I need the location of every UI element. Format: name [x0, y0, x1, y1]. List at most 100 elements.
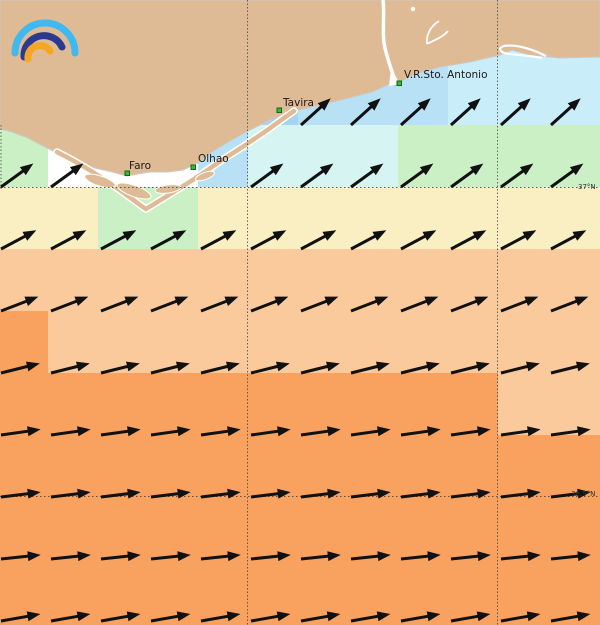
arrow-shaft	[300, 491, 331, 499]
wind-arrow	[450, 611, 491, 623]
arrow-head	[476, 611, 491, 622]
arrow-head	[222, 230, 237, 241]
arrow-head	[577, 426, 591, 437]
arrow-shaft	[250, 298, 280, 313]
arrow-shaft	[549, 103, 575, 127]
arrow-head	[27, 551, 41, 562]
grid-cell-orange_dark	[0, 373, 498, 435]
arrow-head	[322, 230, 337, 241]
arrow-head	[76, 611, 91, 622]
arrow-shaft	[0, 298, 30, 313]
arrow-shaft	[250, 233, 279, 251]
arrow-shaft	[200, 491, 231, 499]
arrow-shaft	[50, 298, 80, 313]
city-dot-faro[interactable]	[124, 170, 130, 176]
pond	[410, 6, 416, 12]
arrow-head	[227, 551, 241, 562]
logo-arc-icon	[20, 32, 66, 61]
arrow-shaft	[500, 168, 527, 189]
grid-cell-orange_dark	[0, 311, 48, 373]
arrow-shaft	[0, 168, 27, 189]
arrow-shaft	[150, 364, 181, 375]
arrow-head	[25, 361, 40, 372]
city-dot-olhao[interactable]	[190, 164, 196, 170]
wind-arrow	[0, 426, 41, 437]
arrow-shaft	[550, 614, 581, 623]
arrow-head	[226, 611, 241, 622]
arrow-head	[527, 551, 541, 562]
wind-arrow	[300, 488, 341, 499]
wind-arrow	[400, 551, 441, 562]
arrow-shaft	[200, 298, 230, 313]
arrow-shaft	[150, 554, 181, 561]
arrow-head	[24, 296, 39, 306]
arrow-shaft	[300, 614, 331, 623]
arrow-shaft	[400, 614, 431, 623]
wind-arrow	[550, 296, 589, 313]
arrow-head	[575, 361, 590, 372]
arrow-head	[527, 488, 541, 499]
arrow-head	[225, 361, 240, 372]
site-logo[interactable]	[11, 19, 79, 63]
wind-arrow	[350, 611, 391, 623]
city-label: Tavira	[282, 97, 314, 109]
city-dot-tavira[interactable]	[276, 107, 282, 113]
arrow-head	[127, 426, 141, 437]
city-dot-v-r-sto-antonio[interactable]	[396, 80, 402, 86]
arrow-head	[576, 611, 591, 622]
arrow-head	[277, 488, 291, 499]
wind-arrow	[400, 426, 441, 437]
arrow-shaft	[250, 364, 281, 375]
arrow-head	[324, 296, 339, 306]
arrow-head	[577, 488, 591, 499]
arrow-head	[172, 230, 187, 241]
wind-arrow	[100, 551, 141, 562]
wind-arrow	[150, 551, 191, 562]
arrow-shaft	[250, 429, 281, 437]
wind-arrow	[300, 426, 341, 437]
wind-arrow	[350, 426, 391, 437]
arrow-head	[174, 296, 189, 306]
arrow-shaft	[300, 364, 331, 375]
arrow-shaft	[400, 554, 431, 561]
arrow-head	[125, 361, 140, 372]
arrow-shaft	[350, 614, 381, 623]
arrow-head	[377, 426, 391, 437]
grid-cell-green	[398, 125, 600, 187]
wind-arrow	[200, 296, 239, 313]
arrow-shaft	[400, 491, 431, 499]
city-label: Faro	[129, 160, 151, 172]
wind-arrow	[499, 98, 531, 127]
arrow-shaft	[400, 168, 427, 189]
arrow-head	[569, 163, 584, 176]
wind-arrow	[400, 230, 437, 251]
wind-arrow	[50, 488, 91, 499]
arrow-head	[275, 361, 290, 372]
grid-cell-orange_dark	[0, 435, 600, 625]
grid-cell-cream	[198, 187, 600, 249]
wind-arrow	[250, 488, 291, 499]
water-features	[381, 0, 547, 86]
wind-arrow	[200, 230, 237, 251]
arrow-shaft	[499, 103, 525, 127]
arrow-shaft	[350, 298, 380, 313]
arrow-head	[525, 361, 540, 372]
arrow-head	[422, 230, 437, 241]
arrow-head	[369, 163, 384, 176]
arrow-head	[477, 551, 491, 562]
wind-arrow	[100, 426, 141, 437]
arrow-shaft	[100, 364, 131, 375]
arrow-head	[427, 551, 441, 562]
arrow-head	[474, 296, 489, 306]
arrow-shaft	[0, 429, 31, 437]
arrow-head	[567, 98, 581, 111]
wind-arrow	[299, 98, 331, 127]
arrow-head	[572, 230, 587, 241]
lagoon-island	[84, 173, 116, 189]
arrow-shaft	[300, 554, 331, 561]
wind-arrow	[400, 488, 441, 499]
arrow-head	[124, 296, 139, 306]
arrow-head	[27, 426, 41, 437]
arrow-shaft	[550, 364, 581, 375]
